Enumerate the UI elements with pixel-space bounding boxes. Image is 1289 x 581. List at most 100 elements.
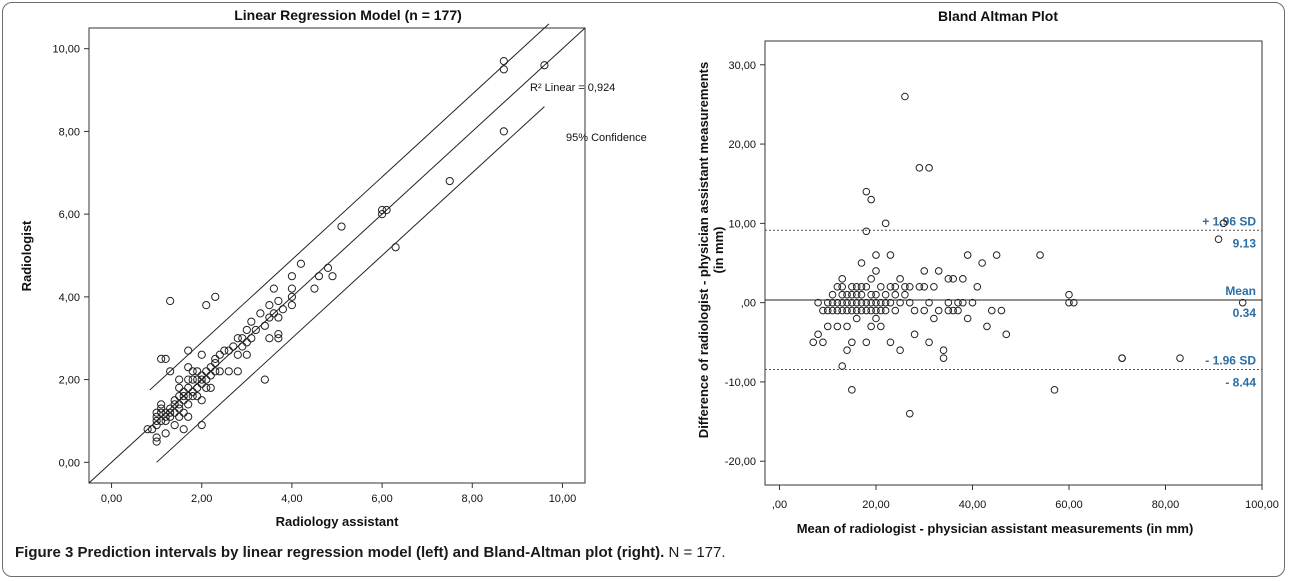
bland-altman-point xyxy=(877,282,885,291)
regression-point xyxy=(193,392,202,401)
bland-altman-point xyxy=(877,322,885,331)
bland-altman-point xyxy=(814,298,822,307)
regression-y-tick-label: 8,00 xyxy=(59,126,80,138)
regression-point xyxy=(170,400,179,409)
lower-confidence-line xyxy=(156,106,545,463)
regression-x-tick-label: 10,00 xyxy=(549,493,577,505)
bland-altman-point xyxy=(910,306,919,315)
bland-altman-point xyxy=(905,409,914,418)
figure-caption: Figure 3 Prediction intervals by linear … xyxy=(15,544,726,561)
regression-point xyxy=(233,367,242,376)
regression-point xyxy=(211,367,220,376)
bland-altman-point xyxy=(823,306,832,315)
bland-altman-point xyxy=(819,338,827,347)
regression-point xyxy=(152,416,161,426)
bland-altman-point xyxy=(857,298,866,307)
bland-altman-point xyxy=(901,290,909,299)
bland-altman-point xyxy=(848,386,856,394)
bland-altman-point xyxy=(959,275,967,283)
regression-point xyxy=(274,334,283,343)
bland-altman-chart: Bland Altman Plot Mean of radiologist - … xyxy=(696,8,1279,536)
regression-fit-line xyxy=(88,27,586,484)
bland-altman-point xyxy=(881,306,890,315)
regression-point xyxy=(215,367,224,376)
regression-point xyxy=(161,429,170,438)
bland-altman-point xyxy=(901,92,909,101)
regression-point xyxy=(377,210,387,219)
bland-altman-point xyxy=(867,306,875,315)
regression-point xyxy=(175,412,184,421)
bland-altman-point xyxy=(886,282,895,291)
regression-y-tick-label: 4,00 xyxy=(59,292,80,304)
regression-point xyxy=(157,404,166,413)
bland-altman-y-ticks: -20,00 -10,00 ,00 10,00 20,00 30,00 xyxy=(725,60,765,468)
regression-point xyxy=(197,396,206,405)
regression-point xyxy=(202,375,211,384)
regression-point xyxy=(179,387,188,397)
bland-altman-point xyxy=(848,298,856,307)
bland-altman-point xyxy=(819,306,827,315)
bland-altman-point xyxy=(920,267,929,275)
bland-altman-point xyxy=(867,195,875,204)
bland-altman-point xyxy=(901,282,909,291)
regression-point xyxy=(175,375,184,384)
bland-altman-point xyxy=(881,298,890,307)
regression-point xyxy=(337,222,346,231)
bland-altman-point xyxy=(848,290,856,299)
bland-altman-point xyxy=(843,290,851,299)
bland-altman-point xyxy=(954,298,962,307)
regression-y-ticks: 0,00 2,00 4,00 6,00 8,00 10,00 xyxy=(52,44,89,469)
bland-altman-point xyxy=(891,282,900,291)
regression-x-tick-label: 2,00 xyxy=(191,493,212,505)
regression-point xyxy=(269,309,278,318)
bland-altman-point xyxy=(925,298,933,307)
bland-altman-point xyxy=(944,275,953,283)
bland-altman-point xyxy=(852,290,861,299)
regression-point xyxy=(265,313,274,322)
regression-point xyxy=(296,259,306,268)
bland-altman-y-tick-label: -10,00 xyxy=(725,377,756,389)
r-squared-label: R² Linear = 0,924 xyxy=(530,82,615,94)
bland-altman-x-tick-label: 60,00 xyxy=(1055,499,1083,511)
bland-altman-point xyxy=(1214,235,1223,244)
bland-altman-point xyxy=(1036,251,1044,259)
bland-altman-point xyxy=(862,338,871,347)
regression-point xyxy=(211,292,220,301)
regression-point xyxy=(157,354,166,364)
bland-altman-point xyxy=(1050,386,1059,394)
regression-point xyxy=(206,371,215,380)
bland-altman-y-label: Difference of radiologist - physician as… xyxy=(696,62,726,438)
regression-x-label: Radiology assistant xyxy=(276,514,399,529)
regression-points xyxy=(143,56,549,446)
regression-point xyxy=(197,375,206,384)
bland-altman-point xyxy=(843,346,851,355)
bland-altman-point xyxy=(881,290,890,299)
bland-altman-point xyxy=(1118,354,1126,362)
bland-altman-point xyxy=(1238,298,1247,307)
bland-altman-point xyxy=(896,298,904,307)
regression-point xyxy=(247,334,256,343)
regression-point xyxy=(175,404,184,413)
bland-altman-point xyxy=(925,338,933,347)
regression-point xyxy=(152,437,161,446)
bland-altman-point xyxy=(814,330,822,339)
bland-altman-y-tick-label: 30,00 xyxy=(728,60,756,72)
bland-altman-point xyxy=(886,338,895,347)
bland-altman-point xyxy=(867,290,875,299)
regression-point xyxy=(287,272,297,281)
regression-point xyxy=(224,367,233,376)
regression-point xyxy=(175,392,184,401)
regression-y-tick-label: 10,00 xyxy=(52,44,80,56)
regression-plot-frame xyxy=(88,27,586,484)
reference-line-label: + 1.96 SD xyxy=(1202,214,1256,228)
regression-point xyxy=(148,425,157,434)
bland-altman-point xyxy=(833,282,842,291)
bland-altman-point xyxy=(915,164,924,172)
bland-altman-point xyxy=(872,306,880,315)
regression-x-tick-label: 8,00 xyxy=(462,493,483,505)
bland-altman-point xyxy=(828,290,837,299)
regression-point xyxy=(202,367,211,376)
regression-point xyxy=(202,301,211,310)
bland-altman-point xyxy=(954,306,962,315)
